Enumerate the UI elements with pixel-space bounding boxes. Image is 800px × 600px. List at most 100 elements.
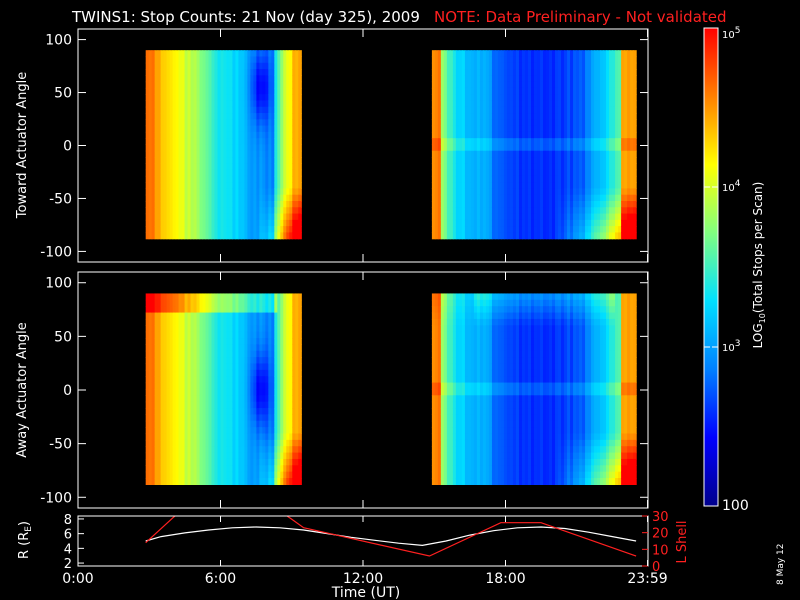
heatmap-cell: [241, 446, 246, 454]
heatmap-cell: [494, 144, 499, 152]
heatmap-cell: [606, 150, 610, 158]
heatmap-cell: [582, 125, 586, 133]
heatmap-cell: [286, 207, 290, 215]
heatmap-cell: [190, 219, 195, 227]
heatmap-cell: [485, 138, 490, 146]
heatmap-cell: [600, 81, 604, 89]
heatmap-cell: [479, 157, 484, 164]
heatmap-cell: [196, 439, 201, 447]
heatmap-cell: [552, 157, 556, 164]
heatmap-cell: [534, 169, 538, 177]
heatmap-cell: [199, 471, 204, 479]
heatmap-cell: [226, 201, 231, 208]
heatmap-cell: [298, 106, 302, 114]
heatmap-cell: [464, 56, 469, 64]
heatmap-cell: [630, 144, 634, 152]
heatmap-cell: [235, 331, 240, 339]
heatmap-cell: [540, 138, 544, 146]
heatmap-cell: [190, 331, 195, 339]
heatmap-cell: [461, 188, 466, 196]
heatmap-cell: [476, 75, 481, 83]
heatmap-cell: [588, 169, 592, 177]
heatmap-cell: [277, 433, 281, 441]
heatmap-cell: [265, 125, 269, 133]
heatmap-cell: [229, 219, 234, 227]
heatmap-cell: [205, 325, 210, 333]
heatmap-cell: [461, 232, 466, 240]
heatmap-cell: [256, 388, 260, 396]
heatmap-cell: [193, 232, 198, 240]
heatmap-cell: [259, 414, 263, 422]
heatmap-cell: [518, 119, 523, 127]
heatmap-cell: [178, 312, 183, 320]
heatmap-cell: [265, 312, 269, 320]
heatmap-cell: [615, 144, 619, 152]
heatmap-cell: [512, 201, 517, 208]
heatmap-cell: [576, 226, 580, 234]
heatmap-cell: [627, 175, 631, 183]
heatmap-cell: [238, 439, 243, 447]
heatmap-cell: [247, 325, 251, 333]
heatmap-cell: [464, 100, 469, 108]
heatmap-cell: [558, 207, 562, 215]
heatmap-cell: [199, 106, 204, 114]
heatmap-cell: [193, 50, 198, 58]
heatmap-cell: [160, 331, 165, 339]
heatmap-cell: [226, 157, 231, 164]
heatmap-cell: [515, 50, 520, 58]
heatmap-cell: [579, 100, 583, 108]
heatmap-cell: [265, 427, 269, 435]
heatmap-cell: [262, 452, 266, 460]
heatmap-cell: [527, 125, 532, 133]
heatmap-cell: [540, 201, 544, 208]
heatmap-cell: [521, 81, 526, 89]
heatmap-cell: [512, 131, 517, 139]
heatmap-cell: [202, 293, 207, 301]
heatmap-cell: [576, 50, 580, 58]
heatmap-cell: [253, 226, 257, 234]
heatmap-cell: [509, 119, 514, 127]
heatmap-cell: [467, 125, 472, 133]
heatmap-cell: [470, 232, 475, 240]
heatmap-cell: [534, 62, 538, 70]
heatmap-cell: [515, 81, 520, 89]
heatmap-cell: [178, 62, 183, 70]
heatmap-cell: [582, 232, 586, 240]
heatmap-cell: [627, 219, 631, 227]
heatmap-cell: [217, 182, 222, 190]
heatmap-cell: [588, 182, 592, 190]
heatmap-cell: [497, 56, 502, 64]
heatmap-cell: [576, 131, 580, 139]
heatmap-cell: [277, 350, 281, 358]
heatmap-cell: [567, 50, 571, 58]
heatmap-cell: [163, 376, 168, 384]
heatmap-cell: [437, 188, 442, 196]
heatmap-cell: [558, 150, 562, 158]
heatmap-cell: [253, 388, 257, 396]
heatmap-cell: [570, 175, 574, 183]
heatmap-cell: [250, 299, 254, 307]
heatmap-cell: [181, 414, 186, 422]
heatmap-cell: [603, 194, 607, 202]
heatmap-cell: [238, 188, 243, 196]
heatmap-cell: [205, 465, 210, 473]
heatmap-cell: [163, 144, 168, 152]
heatmap-cell: [570, 213, 574, 221]
heatmap-cell: [259, 325, 263, 333]
heatmap-cell: [627, 106, 631, 114]
heatmap-cell: [503, 182, 508, 190]
heatmap-cell: [274, 357, 278, 365]
heatmap-cell: [289, 113, 293, 120]
heatmap-cell: [145, 465, 150, 473]
heatmap-cell: [633, 175, 637, 183]
heatmap-cell: [160, 62, 165, 70]
heatmap-cell: [452, 106, 457, 114]
heatmap-cell: [154, 299, 159, 307]
heatmap-cell: [546, 62, 550, 70]
heatmap-cell: [163, 125, 168, 133]
heatmap-cell: [208, 395, 213, 403]
heatmap-cell: [497, 226, 502, 234]
heatmap-cell: [184, 439, 189, 447]
heatmap-cell: [585, 56, 589, 64]
heatmap-cell: [464, 163, 469, 171]
